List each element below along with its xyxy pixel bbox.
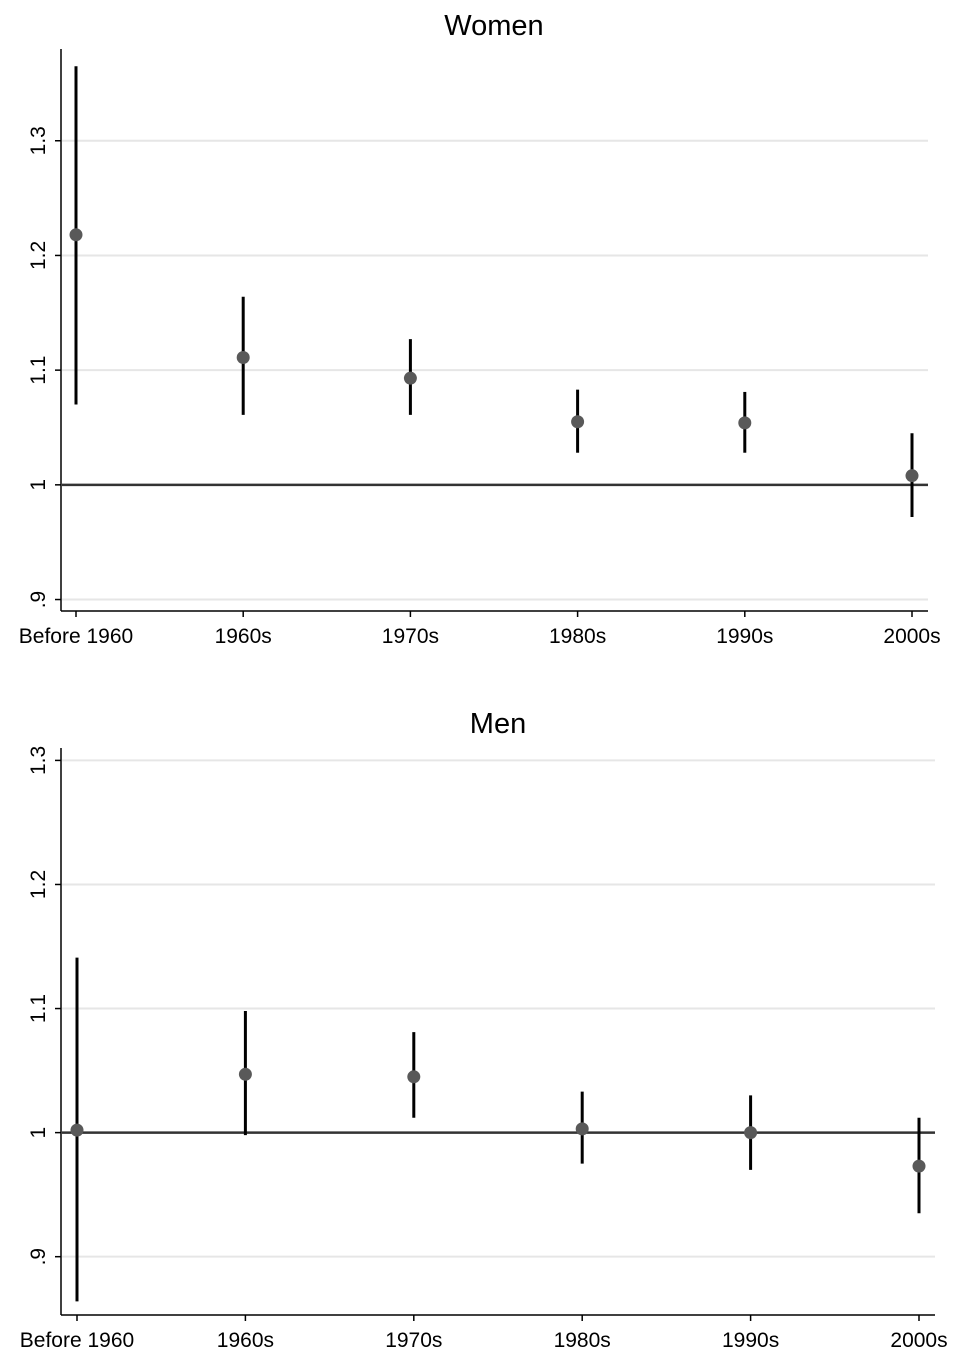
- men-y-tick-label-1: 1: [27, 1127, 50, 1139]
- women-point-5: [905, 469, 919, 483]
- men-point-4: [744, 1126, 758, 1140]
- women-y-tick-label-2: 1.1: [27, 356, 50, 385]
- women-x-tick-label-2: 1970s: [382, 625, 439, 648]
- men-point-1: [238, 1067, 252, 1081]
- men-y-tick-label-3: 1.2: [27, 870, 50, 899]
- women-x-tick-label-1: 1960s: [215, 625, 272, 648]
- women-point-1: [236, 351, 250, 365]
- women-panel: .9 1 1.1 1.2 1.3 Before 1960 1960s 1970s 1980s 19…: [19, 10, 941, 648]
- men-title: Men: [470, 708, 526, 740]
- women-x-tick-label-3: 1980s: [549, 625, 606, 648]
- women-x-tick-label-0: Before 1960: [19, 625, 133, 648]
- women-point-2: [403, 371, 417, 385]
- men-x-tick-label-1: 1960s: [217, 1329, 274, 1352]
- men-panel: .9 1 1.1 1.2 1.3 Before 1960 1960s 1970s 1980s 19…: [20, 708, 948, 1352]
- men-x-tick-label-2: 1970s: [385, 1329, 442, 1352]
- women-y-tick-label-4: 1.3: [27, 126, 50, 155]
- women-y-tick-label-1: 1: [27, 479, 50, 491]
- women-y-tick-label-0: .9: [27, 591, 50, 609]
- men-point-2: [407, 1070, 421, 1084]
- men-x-tick-label-5: 2000s: [890, 1329, 947, 1352]
- men-point-5: [912, 1159, 926, 1173]
- women-y-tick-label-3: 1.2: [27, 241, 50, 270]
- men-x-tick-label-3: 1980s: [554, 1329, 611, 1352]
- men-point-3: [575, 1122, 589, 1136]
- women-title: Women: [444, 10, 543, 42]
- women-point-3: [571, 415, 585, 429]
- men-point-0: [70, 1123, 84, 1137]
- women-point-4: [738, 416, 752, 430]
- women-x-tick-label-4: 1990s: [716, 625, 773, 648]
- men-y-tick-label-2: 1.1: [27, 994, 50, 1023]
- men-y-tick-label-4: 1.3: [27, 746, 50, 775]
- women-point-0: [69, 228, 83, 242]
- men-y-tick-label-0: .9: [27, 1248, 50, 1266]
- women-x-tick-label-5: 2000s: [883, 625, 940, 648]
- men-x-tick-label-4: 1990s: [722, 1329, 779, 1352]
- men-x-tick-label-0: Before 1960: [20, 1329, 134, 1352]
